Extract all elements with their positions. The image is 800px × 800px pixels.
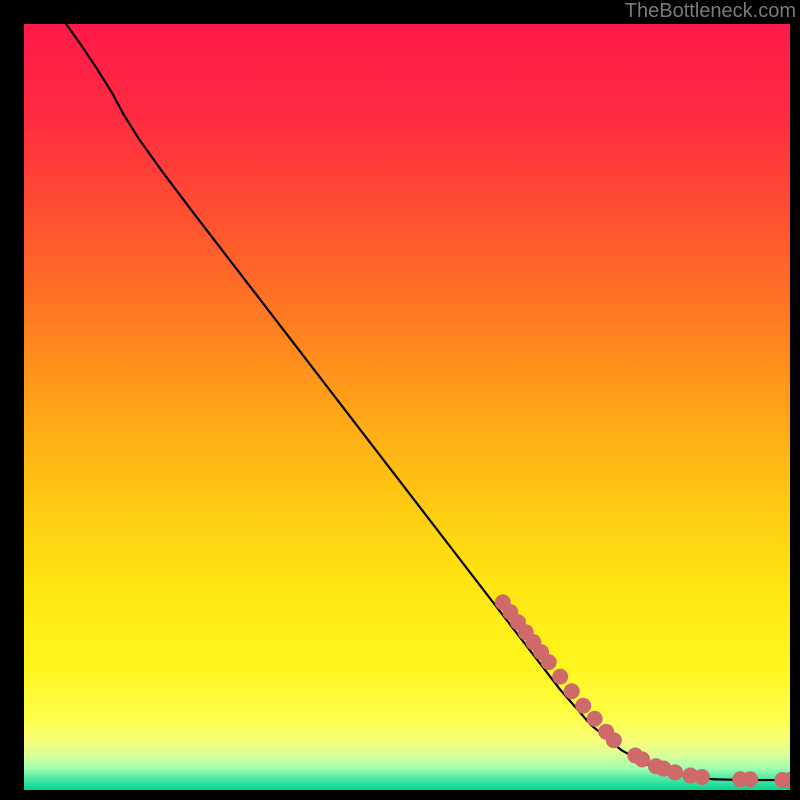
plot-area	[24, 24, 790, 790]
data-marker	[564, 683, 580, 699]
data-marker	[694, 769, 710, 785]
data-marker	[634, 751, 650, 767]
chart-container: TheBottleneck.com	[0, 0, 800, 800]
data-marker	[587, 711, 603, 727]
data-marker	[575, 698, 591, 714]
data-marker	[667, 764, 683, 780]
data-marker	[552, 669, 568, 685]
data-marker	[541, 654, 557, 670]
data-marker	[606, 732, 622, 748]
watermark-label: TheBottleneck.com	[625, 0, 796, 23]
data-marker	[742, 771, 758, 787]
plot-svg	[24, 24, 790, 790]
